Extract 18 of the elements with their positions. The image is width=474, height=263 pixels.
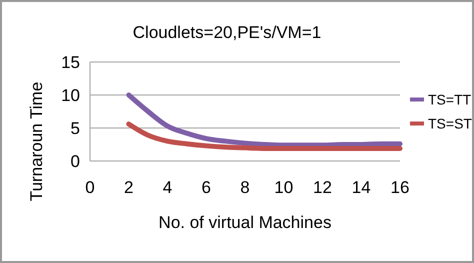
y-tick-label: 5 [70,118,80,138]
y-tick-label: 10 [61,86,80,105]
x-tick-label: 2 [124,178,134,197]
legend-label: TS=ST [428,115,472,132]
y-tick-label: 0 [70,152,80,171]
x-tick-label: 4 [162,178,172,197]
y-axis-title: Turnaroun Time [27,82,46,202]
x-tick-label: 0 [85,178,95,197]
x-tick-label: 10 [274,178,294,197]
chart-title: Cloudlets=20,PE's/VM=1 [132,23,322,42]
legend-label: TS=TT [428,91,472,108]
x-tick-label: 16 [390,178,410,197]
x-tick-label: 12 [313,178,332,197]
x-tick-label: 14 [352,178,371,197]
x-axis-title: No. of virtual Machines [158,213,332,232]
x-tick-label: 6 [202,178,211,197]
x-tick-label: 8 [240,178,250,197]
y-tick-label: 15 [61,52,80,72]
